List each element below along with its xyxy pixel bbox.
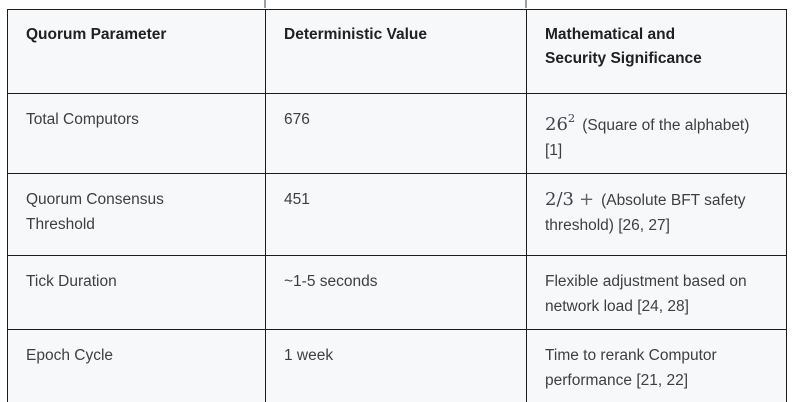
parameter-cell: Tick Duration — [7, 255, 266, 330]
column-header-parameter: Quorum Parameter — [7, 9, 266, 94]
value-label: 451 — [284, 191, 310, 208]
value-cell: ~1-5 seconds — [265, 255, 527, 330]
parameter-cell: Epoch Cycle — [7, 329, 266, 402]
significance-content: 262 (Square of the alphabet) [1] — [545, 107, 751, 163]
math-base: 2/3 — [545, 189, 574, 210]
math-expression: 2/3 + — [545, 189, 594, 210]
parameter-label: Tick Duration — [26, 273, 117, 290]
column-header-label: Quorum Parameter — [26, 26, 167, 43]
table-row: Epoch Cycle 1 week Time to rerank Comput… — [7, 329, 787, 402]
value-label: 1 week — [284, 347, 334, 364]
significance-cell: Time to rerank Computor performance [21,… — [526, 329, 787, 402]
crop-artifact-line — [525, 0, 527, 8]
column-header-value: Deterministic Value — [265, 9, 527, 94]
math-superscript: 2 — [567, 111, 576, 125]
value-cell: 1 week — [265, 329, 527, 402]
table-row: Quorum Consensus Threshold 451 2/3 + (Abso… — [7, 173, 787, 256]
parameter-cell: Quorum Consensus Threshold — [7, 173, 266, 256]
header-row: Quorum Parameter Deterministic Value Mat… — [7, 9, 787, 94]
significance-content: Time to rerank Computor performance [21,… — [545, 343, 751, 393]
significance-cell: 262 (Square of the alphabet) [1] — [526, 93, 787, 174]
parameter-label: Epoch Cycle — [26, 347, 114, 364]
significance-label: (Absolute BFT safety threshold) [26, 27] — [545, 192, 746, 234]
significance-label: Flexible adjustment based on network loa… — [545, 273, 747, 315]
column-header-label: Deterministic Value — [284, 26, 428, 43]
table-body: Total Computors 676 262 (Square of the al… — [7, 93, 787, 402]
significance-content: 2/3 + (Absolute BFT safety threshold) [26,… — [545, 187, 751, 238]
value-label: 676 — [284, 111, 310, 128]
value-cell: 451 — [265, 173, 527, 256]
column-header-label: Mathematical and Security Significance — [545, 26, 702, 67]
significance-label: (Square of the alphabet) [1] — [545, 117, 750, 159]
crop-artifact-line — [264, 0, 266, 8]
quorum-parameters-table: Quorum Parameter Deterministic Value Mat… — [7, 9, 787, 402]
significance-cell: 2/3 + (Absolute BFT safety threshold) [26,… — [526, 173, 787, 256]
column-header-significance: Mathematical and Security Significance — [526, 9, 787, 94]
value-cell: 676 — [265, 93, 527, 174]
parameter-cell: Total Computors — [7, 93, 266, 174]
significance-cell: Flexible adjustment based on network loa… — [526, 255, 787, 330]
value-label: ~1-5 seconds — [284, 273, 378, 290]
significance-label: Time to rerank Computor performance [21,… — [545, 347, 717, 389]
parameter-label: Total Computors — [26, 111, 139, 128]
math-base: 26 — [545, 114, 568, 135]
significance-content: Flexible adjustment based on network loa… — [545, 269, 751, 319]
parameter-label: Quorum Consensus Threshold — [26, 191, 164, 233]
math-expression: 262 — [545, 111, 576, 135]
table-row: Total Computors 676 262 (Square of the al… — [7, 93, 787, 174]
math-suffix: + — [578, 189, 595, 210]
table-row: Tick Duration ~1-5 seconds Flexible adju… — [7, 255, 787, 330]
